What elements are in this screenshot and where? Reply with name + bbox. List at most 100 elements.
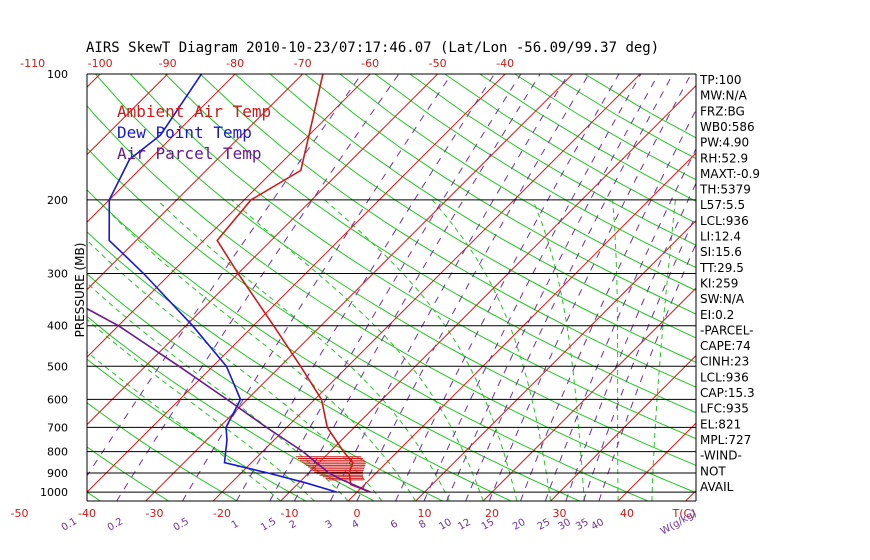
isotherm-grid bbox=[0, 74, 696, 501]
mixing-ratio-line bbox=[446, 74, 659, 501]
pressure-tick-label: 800 bbox=[47, 446, 68, 459]
legend-entry: Dew Point Temp bbox=[117, 123, 252, 142]
bottom-temp-tick-label: -40 bbox=[78, 507, 96, 520]
isotherm-line bbox=[87, 74, 168, 156]
index-label: MW:N/A bbox=[700, 89, 748, 103]
index-label: WB0:586 bbox=[700, 120, 755, 134]
isotherm-line bbox=[87, 74, 506, 493]
mixing-ratio-line bbox=[395, 74, 620, 501]
mixing-ratio-line bbox=[329, 74, 569, 501]
dry-adiabat-grid bbox=[0, 74, 696, 501]
legend-entry: Air Parcel Temp bbox=[117, 144, 262, 163]
mixing-ratio-tick-label: 40 bbox=[589, 517, 606, 533]
mixing-ratio-line bbox=[356, 74, 590, 501]
mixing-ratio-line bbox=[544, 147, 696, 501]
mixing-ratio-tick-label: 0.2 bbox=[106, 516, 125, 533]
index-label: SW:N/A bbox=[700, 292, 745, 306]
mixing-ratio-tick-label: 6 bbox=[389, 518, 400, 531]
top-temp-tick-label: -80 bbox=[226, 57, 244, 70]
dry-adiabat-line bbox=[164, 74, 696, 414]
dry-adiabat-line bbox=[0, 74, 32, 501]
index-label: TH:5379 bbox=[699, 183, 751, 197]
index-label: EL:821 bbox=[700, 417, 741, 431]
mixing-ratio-tick-label: 2 bbox=[288, 518, 299, 531]
moist-adiabat-line bbox=[431, 199, 552, 501]
top-temp-tick-label: -50 bbox=[429, 57, 447, 70]
mixing-ratio-tick-label: 1.5 bbox=[259, 516, 278, 533]
y-axis-label: PRESSURE (MB) bbox=[73, 243, 87, 338]
pressure-tick-label: 400 bbox=[47, 320, 68, 333]
cape-hatch bbox=[295, 456, 366, 481]
isotherm-line bbox=[0, 74, 33, 501]
dry-adiabat-line bbox=[87, 104, 696, 494]
index-label: SI:15.6 bbox=[700, 245, 742, 259]
isobar-grid bbox=[87, 74, 696, 493]
dry-adiabat-line bbox=[304, 74, 696, 315]
moist-adiabat-line bbox=[97, 199, 417, 501]
mixing-ratio-line bbox=[465, 74, 674, 501]
mixing-ratio-tick-label: 1 bbox=[230, 518, 241, 531]
mixing-ratio-line bbox=[565, 182, 696, 501]
mixing-ratio-tick-label: 0.5 bbox=[172, 516, 191, 533]
mixing-ratio-tick-label: 4 bbox=[350, 518, 361, 531]
top-temp-tick-label: -90 bbox=[159, 57, 177, 70]
moist-adiabat-line bbox=[651, 199, 676, 501]
isotherm-line bbox=[347, 152, 696, 501]
legend: Ambient Air Temp Dew Point Temp Air Parcel… bbox=[117, 102, 271, 163]
index-label: MAXT:-0.9 bbox=[700, 167, 760, 181]
bottom-temp-tick-label: -20 bbox=[213, 507, 231, 520]
mixing-ratio-line bbox=[269, 74, 522, 501]
mixing-ratio-tick-label: 25 bbox=[536, 517, 553, 533]
index-label: EI:0.2 bbox=[700, 308, 734, 322]
mixing-ratio-tick-label: 12 bbox=[456, 517, 473, 533]
index-label: NOT bbox=[700, 464, 726, 478]
isotherm-line bbox=[415, 219, 696, 501]
index-label: LI:12.4 bbox=[700, 230, 741, 244]
mixing-ratio-line bbox=[520, 109, 696, 501]
bottom-temp-tick-label: -10 bbox=[281, 507, 299, 520]
moist-adiabat-line bbox=[87, 318, 315, 501]
index-label: RH:52.9 bbox=[700, 151, 748, 165]
pressure-tick-label: 1000 bbox=[40, 486, 68, 499]
pressure-tick-label: 200 bbox=[47, 194, 68, 207]
pressure-tick-label: 300 bbox=[47, 268, 68, 281]
mixing-ratio-tick-label: 3 bbox=[324, 518, 335, 531]
dry-adiabat-line bbox=[87, 231, 512, 501]
isotherm-line bbox=[145, 74, 573, 501]
index-label: FRZ:BG bbox=[700, 104, 745, 118]
index-label: KI:259 bbox=[700, 276, 738, 290]
index-label: PW:4.90 bbox=[700, 136, 749, 150]
mixing-ratio-line bbox=[87, 74, 363, 477]
pressure-tick-label: 600 bbox=[47, 393, 68, 406]
dry-adiabat-line bbox=[479, 74, 696, 202]
pressure-tick-label: 100 bbox=[47, 68, 68, 81]
top-temp-tick-label: -100 bbox=[88, 57, 113, 70]
pressure-tick-label: 500 bbox=[47, 360, 68, 373]
mixing-ratio-line bbox=[598, 242, 696, 501]
index-label: MPL:727 bbox=[700, 433, 751, 447]
dry-adiabat-line bbox=[269, 74, 696, 339]
legend-entry: Ambient Air Temp bbox=[117, 102, 271, 121]
index-label: CINH:23 bbox=[700, 355, 749, 369]
chart-title: AIRS SkewT Diagram 2010-10-23/07:17:46.0… bbox=[86, 40, 659, 56]
dry-adiabat-line bbox=[199, 74, 696, 388]
dry-adiabat-line bbox=[87, 147, 648, 501]
isotherm-line bbox=[212, 74, 641, 501]
mixing-ratio-line bbox=[583, 213, 696, 501]
dry-adiabat-line bbox=[129, 74, 696, 440]
pressure-tick-label: 900 bbox=[47, 467, 68, 480]
bottom-temp-tick-label: 0 bbox=[354, 507, 361, 520]
bottom-temp-tick-label: 10 bbox=[418, 507, 432, 520]
dry-adiabat-line bbox=[87, 189, 580, 501]
bottom-temp-tick-label: 40 bbox=[620, 507, 634, 520]
isotherm-line bbox=[617, 422, 696, 501]
top-temp-tick-label: -60 bbox=[361, 57, 379, 70]
mixing-ratio-tick-label: 0.1 bbox=[60, 516, 79, 533]
bottom-temp-tick-label: -50 bbox=[11, 507, 29, 520]
dry-adiabat-line bbox=[87, 446, 169, 501]
index-label: LCL:936 bbox=[700, 370, 749, 384]
moist-adiabat-line bbox=[87, 351, 281, 501]
mixing-ratio-line bbox=[293, 74, 541, 501]
ambient-air-temp-line bbox=[216, 74, 371, 493]
